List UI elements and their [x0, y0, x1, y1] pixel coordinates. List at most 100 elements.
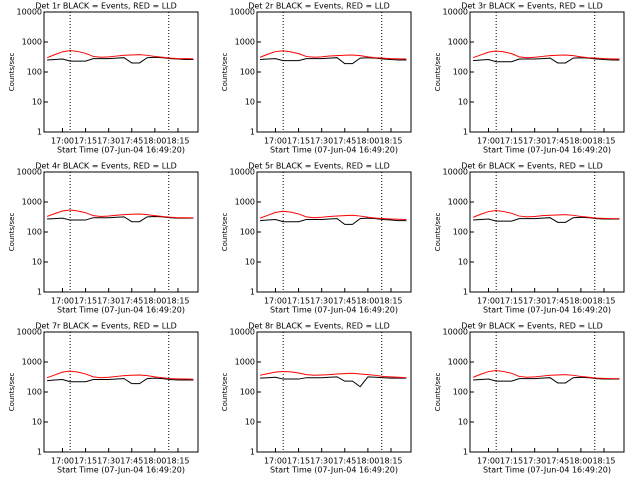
chart-panel: Det 3r BLACK = Events, RED = LLD 1 10 100 10…: [434, 2, 625, 155]
x-tick-label: 18:00: [356, 297, 379, 306]
y-tick-label: 10000: [443, 328, 468, 337]
y-tick-label: 1: [37, 288, 42, 297]
plot-frame: [256, 331, 412, 453]
y-tick-label: 1: [250, 128, 255, 137]
series-line: [472, 370, 620, 380]
x-tick-label: 17:15: [74, 297, 97, 306]
x-tick-label: 17:00: [477, 457, 500, 466]
y-tick-label: 100: [27, 68, 42, 77]
x-tick-label: 18:15: [379, 297, 402, 306]
y-tick-label: 1000: [235, 198, 255, 207]
chart-panel: Det 2r BLACK = Events, RED = LLD 1 10 100 10…: [221, 2, 412, 155]
x-tick-label: 17:00: [264, 137, 287, 146]
chart-panel: Det 4r BLACK = Events, RED = LLD 1 10 100 10…: [8, 162, 199, 315]
x-tick-label: 17:00: [51, 457, 74, 466]
y-tick-label: 10: [458, 258, 468, 267]
series-line: [259, 50, 407, 60]
y-tick-label: 10000: [230, 8, 255, 17]
chart-title: Det 2r BLACK = Events, RED = LLD: [248, 2, 390, 11]
y-tick-label: 1000: [448, 358, 468, 367]
y-tick-label: 100: [27, 388, 42, 397]
x-tick-label: 17:45: [120, 457, 143, 466]
x-axis-label: Start Time (07-Jun-04 16:49:20): [483, 146, 611, 155]
plot-frame: [256, 171, 412, 293]
chart-title: Det 3r BLACK = Events, RED = LLD: [461, 2, 603, 11]
series-line: [472, 210, 620, 220]
x-tick-label: 18:00: [569, 137, 592, 146]
x-tick-label: 18:15: [592, 137, 615, 146]
x-tick-label: 18:00: [356, 137, 379, 146]
x-tick-label: 17:30: [523, 297, 546, 306]
y-tick-label: 100: [27, 228, 42, 237]
x-tick-label: 18:15: [166, 297, 189, 306]
y-tick-label: 10000: [17, 8, 42, 17]
series-line: [260, 376, 407, 388]
x-tick-label: 18:15: [379, 137, 402, 146]
x-tick-label: 17:15: [74, 457, 97, 466]
x-tick-label: 17:45: [120, 297, 143, 306]
chart-title: Det 6r BLACK = Events, RED = LLD: [461, 162, 603, 171]
x-tick-label: 18:00: [569, 297, 592, 306]
y-axis-label: Counts/sec: [434, 213, 442, 252]
x-tick-label: 18:00: [143, 457, 166, 466]
plot-frame: [43, 331, 199, 453]
x-tick-label: 17:45: [120, 137, 143, 146]
y-axis-label: Counts/sec: [221, 213, 229, 252]
x-tick-label: 17:45: [333, 457, 356, 466]
series-line: [259, 210, 407, 221]
y-tick-label: 100: [240, 388, 255, 397]
x-tick-label: 18:00: [143, 137, 166, 146]
chart-title: Det 9r BLACK = Events, RED = LLD: [461, 322, 603, 331]
y-tick-label: 10: [458, 418, 468, 427]
y-tick-label: 10000: [443, 168, 468, 177]
y-tick-label: 10000: [230, 168, 255, 177]
x-tick-label: 17:15: [500, 137, 523, 146]
x-axis-label: Start Time (07-Jun-04 16:49:20): [57, 466, 185, 475]
y-tick-label: 10000: [17, 328, 42, 337]
plot-frame: [469, 331, 625, 453]
y-tick-label: 1: [250, 448, 255, 457]
y-tick-label: 10: [458, 98, 468, 107]
x-tick-label: 17:45: [546, 297, 569, 306]
x-axis-label: Start Time (07-Jun-04 16:49:20): [270, 466, 398, 475]
x-tick-label: 17:30: [523, 457, 546, 466]
y-tick-label: 1: [250, 288, 255, 297]
series-line: [259, 371, 407, 379]
x-tick-label: 17:45: [333, 137, 356, 146]
y-axis-label: Counts/sec: [434, 373, 442, 412]
x-tick-label: 17:45: [546, 137, 569, 146]
y-axis-label: Counts/sec: [8, 373, 16, 412]
chart-title: Det 4r BLACK = Events, RED = LLD: [35, 162, 177, 171]
y-tick-label: 10: [245, 418, 255, 427]
x-tick-label: 17:30: [97, 297, 120, 306]
y-tick-label: 1: [37, 448, 42, 457]
y-tick-label: 1000: [448, 198, 468, 207]
y-tick-label: 1000: [22, 38, 42, 47]
chart-panel: Det 6r BLACK = Events, RED = LLD 1 10 100 10…: [434, 162, 625, 315]
x-axis-label: Start Time (07-Jun-04 16:49:20): [483, 466, 611, 475]
x-tick-label: 17:45: [333, 297, 356, 306]
chart-title: Det 1r BLACK = Events, RED = LLD: [35, 2, 177, 11]
y-tick-label: 10000: [17, 168, 42, 177]
y-tick-label: 1: [37, 128, 42, 137]
chart-panel: Det 8r BLACK = Events, RED = LLD 1 10 100 10…: [221, 322, 412, 475]
series-line: [472, 50, 620, 60]
plot-frame: [469, 11, 625, 133]
y-tick-label: 100: [453, 388, 468, 397]
y-tick-label: 1000: [22, 198, 42, 207]
x-tick-label: 17:15: [287, 137, 310, 146]
x-tick-label: 17:30: [310, 297, 333, 306]
y-tick-label: 1000: [235, 38, 255, 47]
x-tick-label: 18:15: [166, 137, 189, 146]
y-axis-label: Counts/sec: [221, 373, 229, 412]
series-line: [46, 50, 194, 60]
y-tick-label: 10000: [443, 8, 468, 17]
x-axis-label: Start Time (07-Jun-04 16:49:20): [483, 306, 611, 315]
y-tick-label: 100: [453, 228, 468, 237]
y-tick-label: 100: [453, 68, 468, 77]
y-tick-label: 1: [463, 288, 468, 297]
x-tick-label: 17:00: [477, 137, 500, 146]
plot-frame: [469, 171, 625, 293]
x-tick-label: 17:15: [74, 137, 97, 146]
